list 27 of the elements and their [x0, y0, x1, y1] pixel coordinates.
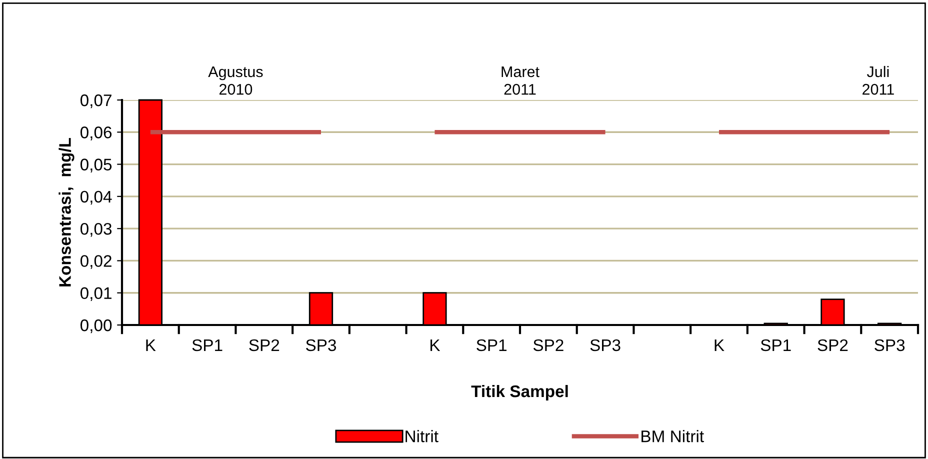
- x-axis-title: Titik Sampel: [471, 384, 568, 401]
- y-tick-label: 0,03: [80, 222, 112, 237]
- y-tick-label: 0,00: [80, 319, 112, 334]
- x-tick-label: SP1: [476, 339, 507, 352]
- x-tick-label: SP1: [192, 339, 222, 352]
- x-tick-label: SP3: [590, 339, 620, 352]
- legend-label: Nitrit: [406, 430, 438, 442]
- x-tick-label: SP1: [760, 339, 791, 352]
- y-tick-label: 0,02: [80, 255, 112, 269]
- x-tick-label: SP3: [874, 339, 905, 352]
- y-tick-label: 0,05: [80, 158, 112, 172]
- text: Maret 2011: [502, 66, 540, 95]
- x-tick-label: SP3: [306, 339, 336, 352]
- x-tick-label: SP2: [249, 339, 280, 352]
- y-tick-label: 0,04: [80, 190, 112, 205]
- x-tick-label: K: [430, 340, 440, 351]
- x-tick-label: SP2: [818, 339, 848, 352]
- y-tick-label: 0,07: [80, 94, 112, 108]
- text: Agustus 2010: [208, 66, 263, 95]
- text: Juli 2011: [862, 66, 894, 95]
- x-tick-label: K: [146, 340, 156, 351]
- legend-label: BM Nitrit: [642, 430, 704, 442]
- y-tick-label: 0,06: [80, 126, 112, 140]
- y-tick-label: 0,01: [80, 287, 112, 302]
- x-tick-label: K: [714, 340, 724, 351]
- y-axis-title: Konsentrasi, mg/L: [58, 138, 74, 286]
- x-tick-label: SP2: [533, 339, 564, 352]
